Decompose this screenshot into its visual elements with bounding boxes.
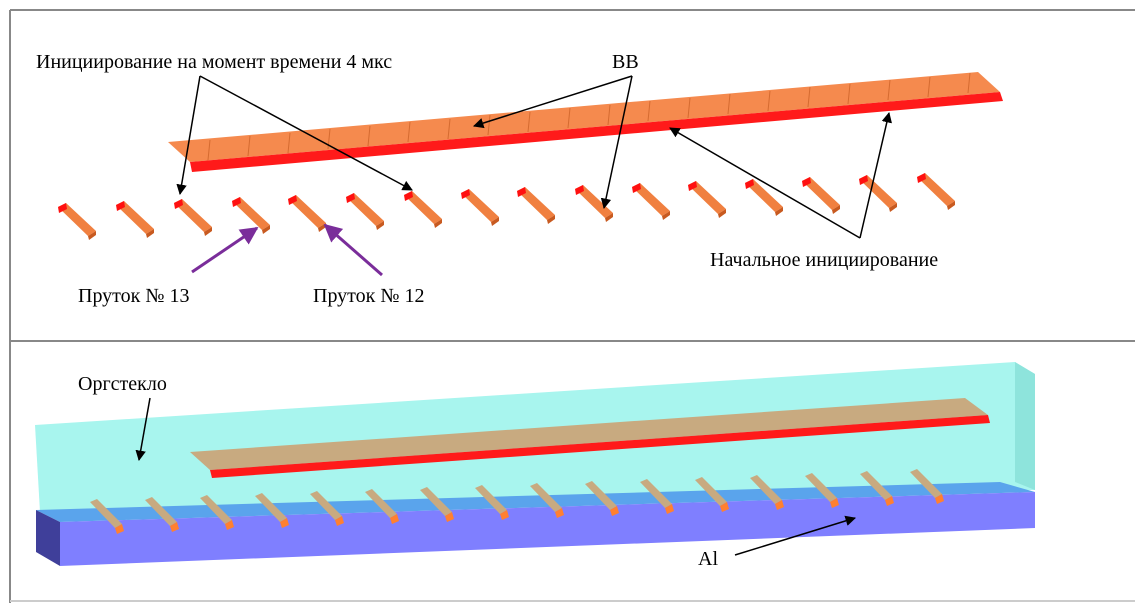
label: Инициирование на момент времени 4 мкс	[36, 51, 392, 73]
figure: Инициирование на момент времени 4 мкс ВВ…	[0, 0, 1135, 603]
assembly	[35, 362, 1035, 566]
label: Начальное инициирование	[710, 249, 938, 271]
label: Оргстекло	[78, 373, 167, 395]
label: Al	[698, 548, 718, 570]
label: Пруток № 12	[313, 285, 424, 307]
label: ВВ	[612, 51, 639, 73]
rods	[58, 173, 955, 240]
explosive-slab	[168, 72, 1003, 172]
label: Пруток № 13	[78, 285, 189, 307]
